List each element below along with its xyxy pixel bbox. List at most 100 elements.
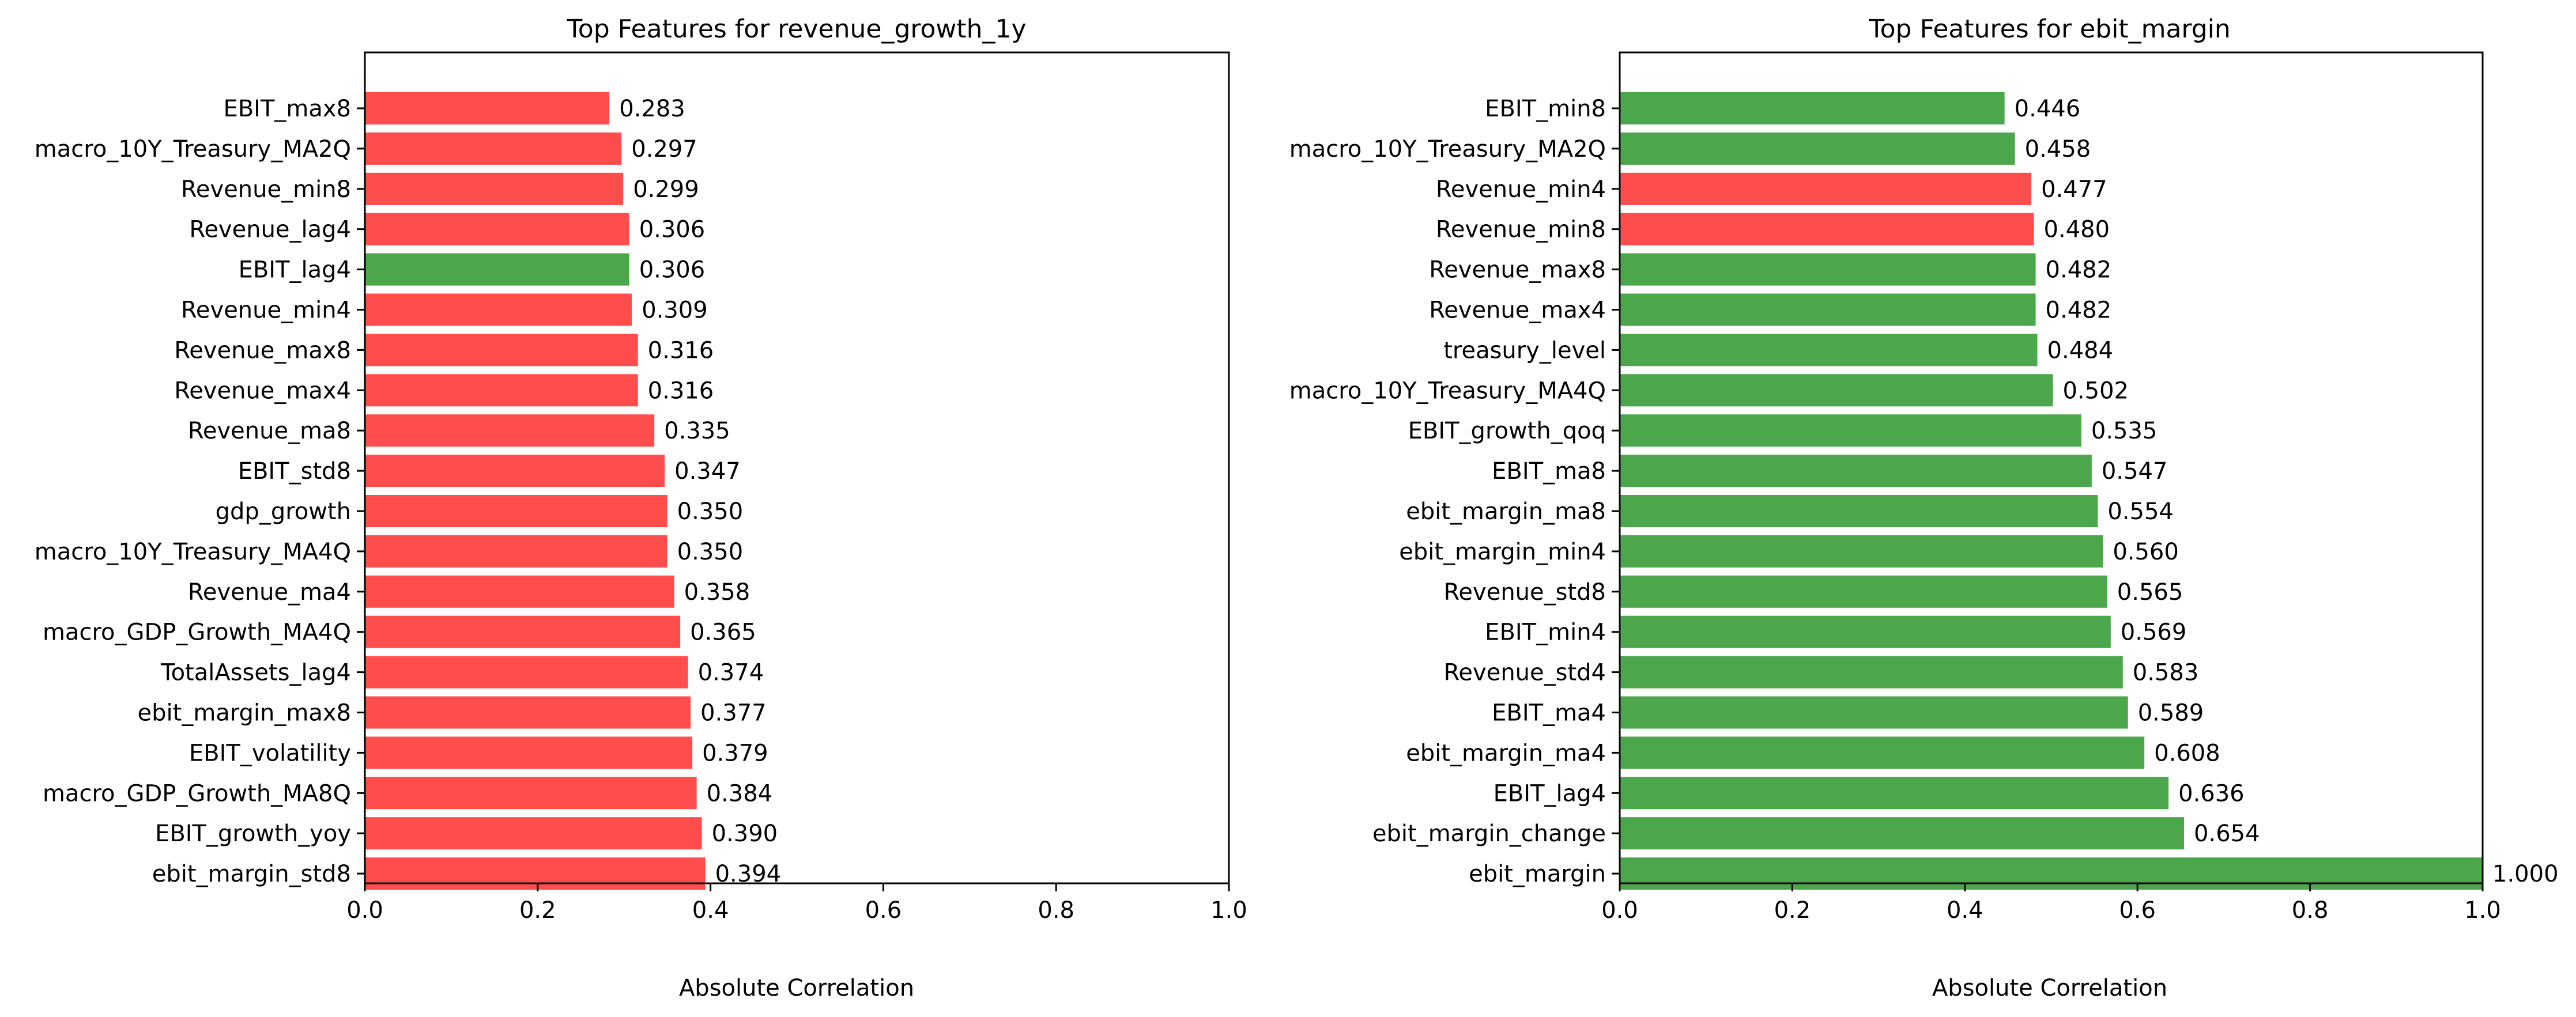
category-labels: EBIT_max8 macro_10Y_Treasury_MA2Q Revenue_… — [35, 96, 365, 887]
bar-gdp_growth — [365, 495, 667, 527]
value-label: 0.636 — [2178, 780, 2245, 807]
bar-macro_10Y_Treasury_MA2Q — [365, 132, 622, 165]
bar-EBIT_growth_yoy — [365, 817, 702, 850]
value-label: 0.379 — [702, 740, 768, 766]
category-label: macro_10Y_Treasury_MA4Q — [35, 539, 351, 565]
category-label: macro_10Y_Treasury_MA2Q — [1289, 136, 1606, 162]
category-label: gdp_growth — [216, 498, 351, 525]
category-label: Revenue_min8 — [1436, 217, 1606, 243]
value-label: 0.560 — [2113, 539, 2179, 565]
value-label: 0.350 — [677, 498, 744, 525]
value-label: 0.390 — [712, 821, 778, 847]
value-label: 1.000 — [2492, 861, 2559, 887]
x-tick-label: 0.0 — [346, 897, 383, 924]
category-label: EBIT_growth_qoq — [1408, 418, 1606, 444]
category-label: ebit_margin_min4 — [1399, 539, 1606, 565]
bar-EBIT_ma8 — [1620, 455, 2092, 487]
bar-macro_GDP_Growth_MA8Q — [365, 777, 697, 810]
bars-group — [1620, 92, 2483, 890]
category-label: treasury_level — [1443, 337, 1606, 364]
x-tick-label: 0.2 — [1774, 897, 1811, 924]
value-label: 0.484 — [2047, 337, 2114, 364]
category-label: EBIT_volatility — [189, 740, 351, 766]
category-label: Revenue_std4 — [1443, 660, 1606, 686]
x-ticks: 0.0 0.2 0.4 0.6 0.8 1.0 — [1601, 883, 2501, 924]
category-label: EBIT_min4 — [1485, 619, 1606, 646]
chart-title: Top Features for revenue_growth_1y — [566, 14, 1026, 44]
value-label: 0.306 — [639, 257, 706, 283]
value-label: 0.374 — [698, 660, 764, 686]
bar-EBIT_min8 — [1620, 92, 2005, 124]
category-label: EBIT_lag4 — [239, 257, 351, 283]
category-label: EBIT_std8 — [238, 458, 351, 485]
bar-EBIT_lag4 — [365, 253, 629, 286]
category-label: EBIT_growth_yoy — [155, 821, 351, 847]
category-label: macro_GDP_Growth_MA8Q — [43, 780, 351, 807]
category-label: Revenue_max8 — [1429, 257, 1606, 283]
bar-Revenue_max4 — [1620, 293, 2036, 326]
value-label: 0.608 — [2154, 740, 2220, 766]
value-label: 0.554 — [2107, 498, 2174, 525]
value-label: 0.350 — [677, 539, 744, 565]
x-tick-label: 0.6 — [2119, 897, 2156, 924]
bar-EBIT_growth_qoq — [1620, 414, 2081, 447]
value-label: 0.458 — [2025, 136, 2091, 162]
bars-group — [365, 92, 706, 890]
category-label: ebit_margin_change — [1372, 821, 1606, 847]
value-label: 0.335 — [664, 418, 730, 444]
category-label: Revenue_min4 — [1436, 176, 1606, 203]
category-label: Revenue_lag4 — [189, 217, 351, 243]
value-label: 0.377 — [700, 700, 767, 727]
category-label: macro_10Y_Treasury_MA4Q — [1289, 377, 1606, 404]
bar-Revenue_ma4 — [365, 575, 674, 608]
bar-treasury_level — [1620, 334, 2038, 366]
value-label: 0.446 — [2015, 96, 2081, 122]
bar-ebit_margin_ma8 — [1620, 495, 2098, 527]
x-ticks: 0.0 0.2 0.4 0.6 0.8 1.0 — [346, 883, 1247, 924]
category-label: macro_10Y_Treasury_MA2Q — [35, 136, 351, 162]
value-label: 0.547 — [2102, 458, 2168, 485]
category-label: EBIT_max8 — [223, 96, 351, 122]
bar-Revenue_lag4 — [365, 213, 629, 245]
x-tick-label: 0.0 — [1601, 897, 1638, 924]
bar-ebit_margin_std8 — [365, 857, 706, 890]
x-axis-label: Absolute Correlation — [1932, 975, 2167, 1001]
bar-ebit_margin_max8 — [365, 696, 691, 729]
bar-macro_10Y_Treasury_MA4Q — [1620, 374, 2053, 407]
category-label: ebit_margin — [1469, 861, 1606, 887]
bar-ebit_margin — [1620, 857, 2483, 890]
category-label: Revenue_std8 — [1443, 579, 1606, 606]
value-label: 0.316 — [648, 377, 714, 404]
x-tick-label: 0.4 — [1947, 897, 1983, 924]
value-label: 0.482 — [2046, 297, 2112, 324]
category-label: EBIT_ma8 — [1492, 458, 1606, 485]
value-label: 0.477 — [2041, 176, 2107, 203]
category-label: macro_GDP_Growth_MA4Q — [43, 619, 351, 646]
x-tick-label: 0.4 — [692, 897, 729, 924]
bar-Revenue_min4 — [1620, 172, 2032, 205]
bar-EBIT_min4 — [1620, 615, 2111, 648]
bar-macro_10Y_Treasury_MA2Q — [1620, 132, 2015, 165]
bar-ebit_margin_ma4 — [1620, 736, 2145, 769]
bar-Revenue_min8 — [365, 172, 624, 205]
category-labels: EBIT_min8 macro_10Y_Treasury_MA2Q Revenue_… — [1289, 96, 1620, 887]
category-label: Revenue_min4 — [181, 297, 351, 324]
value-label: 0.297 — [631, 136, 697, 162]
value-label: 0.654 — [2194, 821, 2260, 847]
value-label: 0.358 — [684, 579, 750, 606]
category-label: ebit_margin_ma4 — [1406, 740, 1606, 766]
bar-EBIT_ma4 — [1620, 696, 2128, 729]
x-axis-label: Absolute Correlation — [679, 975, 914, 1001]
plot-frame — [1619, 51, 2484, 884]
x-tick-label: 0.2 — [519, 897, 556, 924]
value-labels: 0.446 0.458 0.477 0.480 0.482 0.482 0.484 0.502… — [2015, 96, 2559, 887]
value-label: 0.316 — [648, 337, 714, 364]
bar-macro_10Y_Treasury_MA4Q — [365, 535, 667, 568]
value-label: 0.283 — [619, 96, 685, 122]
bar-ebit_margin_min4 — [1620, 535, 2103, 568]
bar-Revenue_min4 — [365, 293, 632, 326]
x-tick-label: 0.6 — [865, 897, 902, 924]
value-label: 0.480 — [2044, 217, 2110, 243]
value-label: 0.384 — [707, 780, 773, 807]
value-label: 0.583 — [2133, 660, 2199, 686]
